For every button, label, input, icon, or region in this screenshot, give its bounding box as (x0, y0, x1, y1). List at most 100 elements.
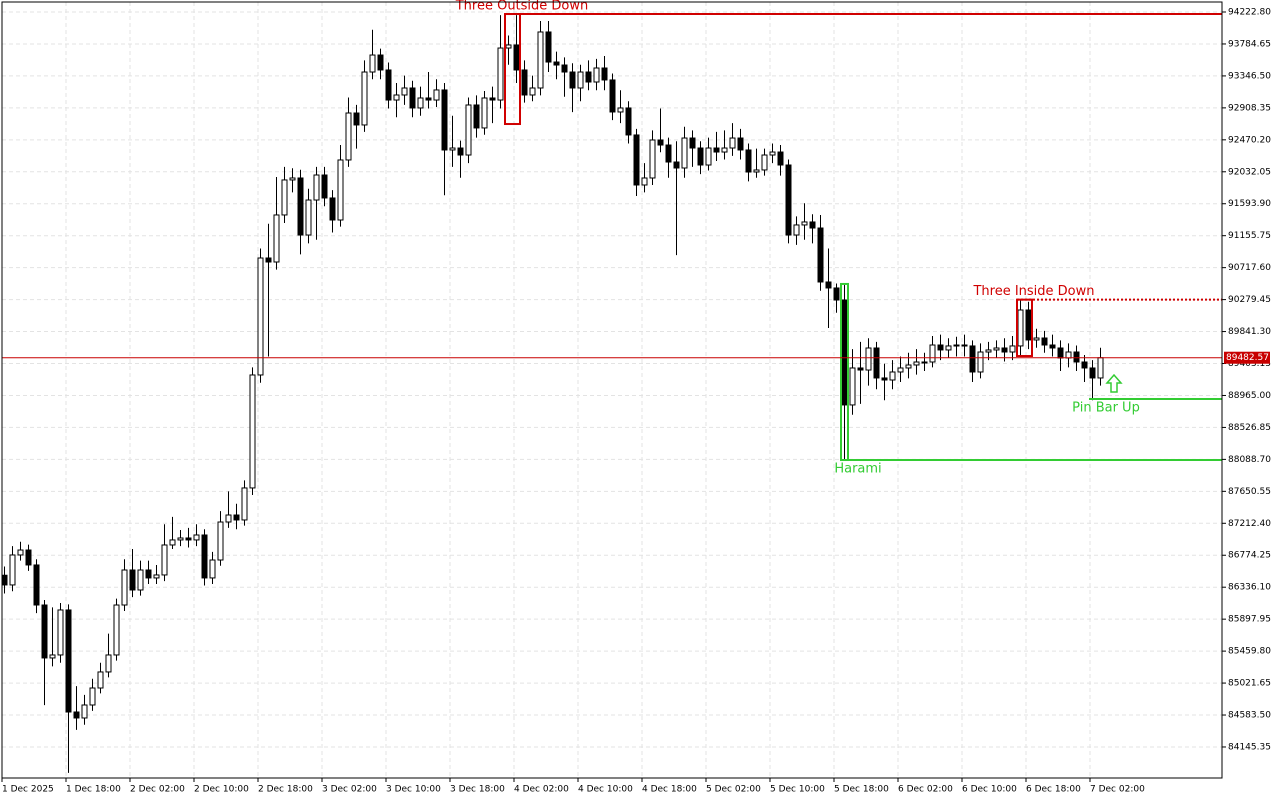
candle-body (1089, 367, 1096, 379)
candle-body (873, 347, 880, 379)
candle-body (121, 569, 128, 606)
candle-body (905, 364, 912, 369)
candle-body (177, 537, 184, 541)
candle-body (961, 344, 968, 347)
candle-body (201, 534, 208, 579)
candle-body (769, 151, 776, 156)
candle-body (145, 569, 152, 579)
candle-body (521, 69, 528, 96)
y-tick-label: 87212.40 (1228, 519, 1271, 529)
y-tick-label: 92032.05 (1228, 167, 1271, 177)
x-tick-label: 2 Dec 10:00 (194, 785, 249, 795)
candle-body (953, 344, 960, 347)
pattern-arrow (1105, 373, 1123, 393)
candle-body (113, 604, 120, 656)
candle-body (337, 159, 344, 221)
x-tick-label: 1 Dec 2025 (2, 785, 54, 795)
candle-body (1081, 361, 1088, 369)
candle-body (369, 54, 376, 73)
candle-body (489, 97, 496, 101)
candle-body (33, 564, 40, 606)
candle-body (505, 44, 512, 49)
candle-body (713, 147, 720, 153)
candle-body (57, 609, 64, 656)
candle-body (9, 554, 16, 586)
candle-body (673, 161, 680, 169)
candle-body (913, 361, 920, 366)
x-tick-label: 6 Dec 10:00 (962, 785, 1017, 795)
candle-body (993, 347, 1000, 351)
candle-body (697, 147, 704, 166)
y-tick-label: 93784.65 (1228, 39, 1271, 49)
candle-body (1033, 337, 1040, 341)
x-tick-label: 1 Dec 18:00 (66, 785, 121, 795)
candle-body (345, 112, 352, 161)
y-tick-label: 89841.30 (1228, 327, 1271, 337)
candle-body (681, 137, 688, 169)
axes: 94222.80 93784.65 93346.50 92908.35 92470.20… (1, 8, 1271, 795)
price-label-box (1224, 351, 1270, 364)
x-tick-label: 5 Dec 02:00 (706, 785, 761, 795)
x-tick-label: 2 Dec 18:00 (258, 785, 313, 795)
y-tick-label: 90717.60 (1228, 263, 1271, 273)
candle-body (217, 521, 224, 561)
pattern-label: Three Inside Down (972, 284, 1094, 299)
candle-body (593, 67, 600, 83)
x-tick-label: 5 Dec 10:00 (770, 785, 825, 795)
candle-body (417, 97, 424, 109)
candle-body (321, 174, 328, 199)
candle-body (729, 137, 736, 149)
x-tick-label: 7 Dec 02:00 (1090, 785, 1145, 795)
candle-body (881, 377, 888, 381)
y-tick-label: 86336.10 (1228, 583, 1271, 593)
candle-body (401, 87, 408, 96)
candle-body (833, 287, 840, 301)
candle-body (553, 61, 560, 66)
pattern-box (1016, 298, 1033, 358)
candle-body (41, 604, 48, 659)
candle-body (225, 514, 232, 523)
candle-body (921, 361, 928, 364)
candle-body (1001, 347, 1008, 353)
candle-body (129, 569, 136, 591)
x-tick-label: 4 Dec 18:00 (642, 785, 697, 795)
candle-body (209, 559, 216, 579)
x-tick-label: 2 Dec 02:00 (130, 785, 185, 795)
candle-body (761, 154, 768, 171)
candle-body (513, 44, 520, 71)
y-tick-label: 87650.55 (1228, 487, 1271, 497)
candle-body (353, 112, 360, 126)
candle-body (785, 164, 792, 236)
y-tick-label: 89403.15 (1228, 359, 1271, 369)
y-tick-label: 84145.35 (1228, 742, 1271, 752)
candle-body (105, 654, 112, 673)
candle-body (89, 687, 96, 706)
candle-body (537, 31, 544, 89)
candle-body (937, 344, 944, 351)
plot-frame (1, 1, 1223, 779)
candle-body (1073, 351, 1080, 363)
candle-body (233, 514, 240, 521)
candle-body (241, 487, 248, 521)
candle-body (1041, 337, 1048, 346)
candle-body (633, 134, 640, 186)
candle-body (281, 179, 288, 216)
y-tick-label: 88965.00 (1228, 391, 1271, 401)
candle-body (929, 344, 936, 363)
candle-body (889, 371, 896, 381)
candle-body (569, 71, 576, 89)
candle-body (457, 147, 464, 156)
candle-body (1017, 309, 1024, 347)
candle-body (1049, 344, 1056, 349)
candle-body (617, 107, 624, 113)
candle-body (425, 97, 432, 101)
candle-body (193, 534, 200, 541)
candle-body (329, 197, 336, 221)
y-tick-label: 94222.80 (1228, 8, 1271, 18)
x-tick-label: 5 Dec 18:00 (834, 785, 889, 795)
candle-body (313, 174, 320, 201)
x-tick-label: 6 Dec 18:00 (1026, 785, 1081, 795)
candle-body (665, 144, 672, 163)
y-tick-label: 85021.65 (1228, 679, 1271, 689)
